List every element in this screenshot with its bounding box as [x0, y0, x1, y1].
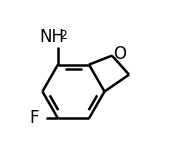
Text: NH: NH	[39, 28, 64, 46]
Text: 2: 2	[59, 29, 67, 42]
Text: F: F	[29, 109, 39, 127]
Text: O: O	[113, 45, 127, 63]
